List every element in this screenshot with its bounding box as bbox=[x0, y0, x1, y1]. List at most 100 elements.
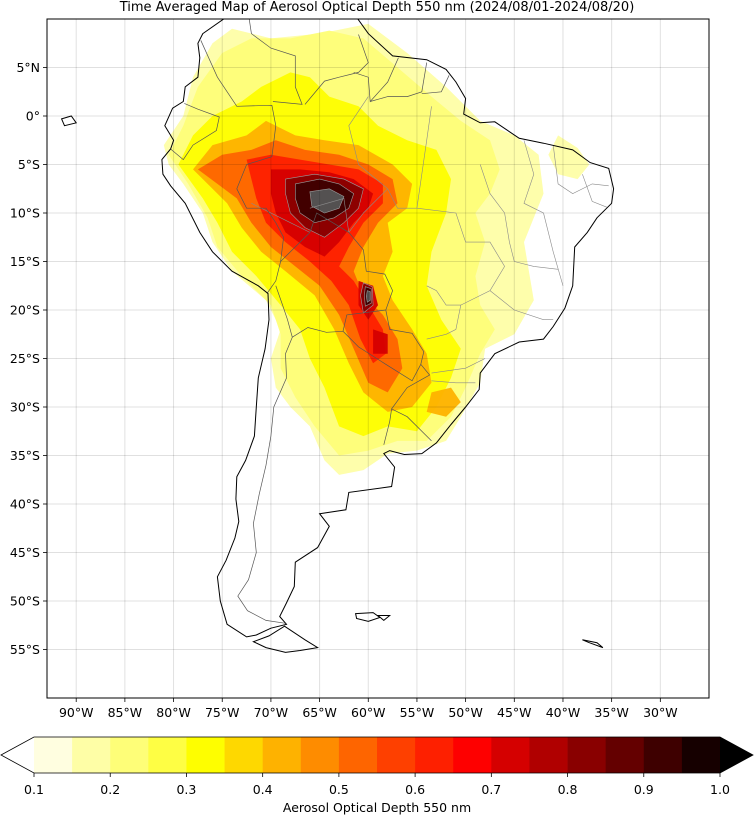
colorbar-tick-label: 0.6 bbox=[405, 782, 425, 797]
lat-tick-label: 15°S bbox=[10, 254, 40, 269]
colorbar-tick-label: 1.0 bbox=[710, 782, 730, 797]
state-border-line bbox=[523, 140, 564, 286]
colorbar-cells bbox=[34, 737, 721, 773]
country-border-line bbox=[383, 408, 392, 445]
aod-contour-0.7 bbox=[373, 329, 388, 354]
galapagos-coastline bbox=[60, 115, 78, 127]
aod-contour-1 bbox=[365, 290, 371, 303]
country-border-line bbox=[370, 62, 428, 102]
colorbar-cell bbox=[605, 737, 645, 773]
colorbar-cell bbox=[72, 737, 111, 773]
state-border-line bbox=[552, 145, 609, 194]
lon-tick-label: 55°W bbox=[400, 705, 435, 720]
colorbar-cell bbox=[529, 737, 568, 773]
state-border-line bbox=[479, 164, 515, 262]
continent-coastline bbox=[161, 19, 615, 638]
tierra-del-fuego-coastline bbox=[252, 625, 319, 653]
colorbar-ticks: 0.1 0.2 0.3 0.4 0.5 0.6 0.7 0.8 0.9 1.0 bbox=[24, 773, 730, 797]
colorbar-tick-label: 0.7 bbox=[481, 782, 501, 797]
colorbar: 0.1 0.2 0.3 0.4 0.5 0.6 0.7 0.8 0.9 1.0 Aerosol O… bbox=[0, 736, 754, 815]
colorbar-extend-low bbox=[1, 737, 34, 773]
colorbar-tick-label: 0.9 bbox=[634, 782, 654, 797]
latitude-tick-labels: 5°N 0° 5°S 10°S 15°S 20°S 25°S 30°S 35°S 40°S 45°S… bbox=[10, 60, 47, 657]
lat-tick-label: 50°S bbox=[10, 594, 40, 609]
coastline bbox=[60, 19, 615, 653]
colorbar-cell bbox=[643, 737, 683, 773]
lon-tick-label: 30°W bbox=[643, 705, 678, 720]
state-border-line bbox=[309, 198, 350, 233]
colorbar-cell bbox=[148, 737, 187, 773]
country-border-line bbox=[342, 309, 422, 382]
lon-tick-label: 40°W bbox=[546, 705, 581, 720]
colorbar-cell bbox=[453, 737, 492, 773]
colorbar-tick-label: 0.5 bbox=[329, 782, 349, 797]
lat-tick-label: 35°S bbox=[10, 448, 40, 463]
state-border-line bbox=[489, 290, 554, 321]
lon-tick-label: 60°W bbox=[351, 705, 386, 720]
colorbar-cell bbox=[415, 737, 454, 773]
colorbar-tick-label: 0.4 bbox=[253, 782, 273, 797]
country-border-line bbox=[280, 212, 432, 442]
state-border-line bbox=[416, 106, 432, 209]
colorbar-cell bbox=[110, 737, 149, 773]
country-borders bbox=[170, 19, 450, 624]
falklands-coastline bbox=[354, 612, 381, 622]
colorbar-cell bbox=[262, 737, 302, 773]
lat-tick-label: 5°S bbox=[18, 157, 40, 172]
longitude-tick-labels: 90°W 85°W 80°W 75°W 70°W 65°W 60°W 55°W 50°W 45°W… bbox=[59, 698, 678, 720]
colorbar-cell bbox=[186, 737, 225, 773]
lon-tick-label: 45°W bbox=[497, 705, 532, 720]
colorbar-tick-label: 0.3 bbox=[176, 782, 196, 797]
aod-contour-0.4 bbox=[426, 387, 461, 417]
lat-tick-label: 30°S bbox=[10, 400, 40, 415]
colorbar-tick-label: 0.2 bbox=[100, 782, 120, 797]
country-border-line bbox=[200, 40, 277, 157]
colorbar-cell bbox=[567, 737, 607, 773]
colorbar-cell bbox=[491, 737, 530, 773]
colorbar-cell bbox=[681, 737, 721, 773]
lon-tick-label: 65°W bbox=[302, 705, 337, 720]
lat-tick-label: 5°N bbox=[16, 60, 40, 75]
country-border-line bbox=[248, 19, 303, 105]
colorbar-cell bbox=[338, 737, 378, 773]
state-border-line bbox=[426, 305, 462, 340]
lon-tick-label: 75°W bbox=[205, 705, 240, 720]
colorbar-cell bbox=[34, 737, 73, 773]
country-border-line bbox=[304, 34, 369, 105]
lon-tick-label: 35°W bbox=[594, 705, 629, 720]
south-georgia-coastline bbox=[582, 639, 604, 649]
country-border-line bbox=[421, 75, 450, 95]
colorbar-cell bbox=[377, 737, 416, 773]
state-border-line bbox=[582, 174, 607, 208]
lon-tick-label: 80°W bbox=[156, 705, 191, 720]
lat-tick-label: 0° bbox=[26, 109, 40, 124]
lat-tick-label: 45°S bbox=[10, 545, 40, 560]
colorbar-cell bbox=[224, 737, 264, 773]
lat-tick-label: 40°S bbox=[10, 497, 40, 512]
aod-contour-1 bbox=[309, 188, 345, 214]
colorbar-label: Aerosol Optical Depth 550 nm bbox=[283, 800, 471, 815]
lon-tick-label: 50°W bbox=[448, 705, 483, 720]
state-border-line bbox=[431, 358, 486, 374]
colorbar-cell bbox=[300, 737, 340, 773]
country-border-line bbox=[170, 103, 220, 161]
graticule bbox=[47, 19, 709, 698]
map-panel: 5°N 0° 5°S 10°S 15°S 20°S 25°S 30°S 35°S 40°S 45°S… bbox=[10, 18, 710, 720]
country-border-line bbox=[237, 337, 293, 624]
state-border-line bbox=[431, 380, 476, 384]
falklands-coastline bbox=[376, 615, 392, 622]
lon-tick-label: 90°W bbox=[59, 705, 94, 720]
lat-tick-label: 25°S bbox=[10, 351, 40, 366]
colorbar-extend-high bbox=[720, 737, 753, 773]
lon-tick-label: 70°W bbox=[254, 705, 289, 720]
aod-field bbox=[163, 23, 590, 475]
lon-tick-label: 85°W bbox=[108, 705, 143, 720]
lat-tick-label: 55°S bbox=[10, 642, 40, 657]
map-title: Time Averaged Map of Aerosol Optical Dep… bbox=[119, 0, 635, 15]
colorbar-tick-label: 0.1 bbox=[24, 782, 44, 797]
lat-tick-label: 20°S bbox=[10, 303, 40, 318]
country-border-line bbox=[236, 156, 284, 294]
lat-tick-label: 10°S bbox=[10, 206, 40, 221]
colorbar-tick-label: 0.8 bbox=[558, 782, 578, 797]
